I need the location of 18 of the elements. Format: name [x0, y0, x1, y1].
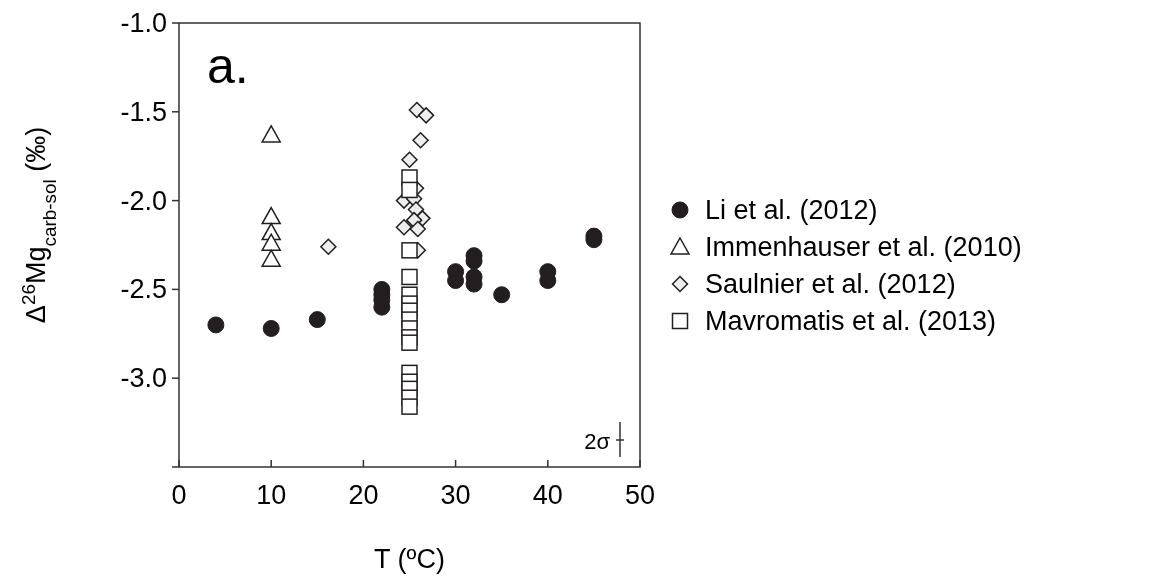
x-tick-label: 20 — [348, 480, 379, 510]
legend-label: Mavromatis et al. (2013) — [705, 306, 997, 336]
y-tick-label: -2.5 — [120, 274, 167, 305]
x-tick-label: 50 — [624, 480, 656, 510]
x-tick-label: 40 — [532, 480, 563, 510]
legend-label: Immenhauser et al. (2010) — [705, 232, 1022, 262]
legend-label: Li et al. (2012) — [705, 195, 878, 225]
x-tick-label: 0 — [171, 480, 187, 510]
chart-title: a. — [207, 38, 249, 94]
y-tick-label: -1.0 — [120, 8, 167, 38]
y-tick-label: -1.5 — [120, 96, 167, 127]
x-tick-label: 30 — [440, 480, 471, 510]
x-axis-title: T (ºC) — [374, 544, 445, 574]
annotation: 2σ — [584, 429, 611, 454]
x-tick-label: 10 — [256, 480, 287, 510]
y-tick-label: -2.0 — [120, 185, 167, 216]
legend-label: Saulnier et al. (2012) — [705, 269, 956, 299]
y-tick-label: -3.0 — [120, 363, 167, 394]
